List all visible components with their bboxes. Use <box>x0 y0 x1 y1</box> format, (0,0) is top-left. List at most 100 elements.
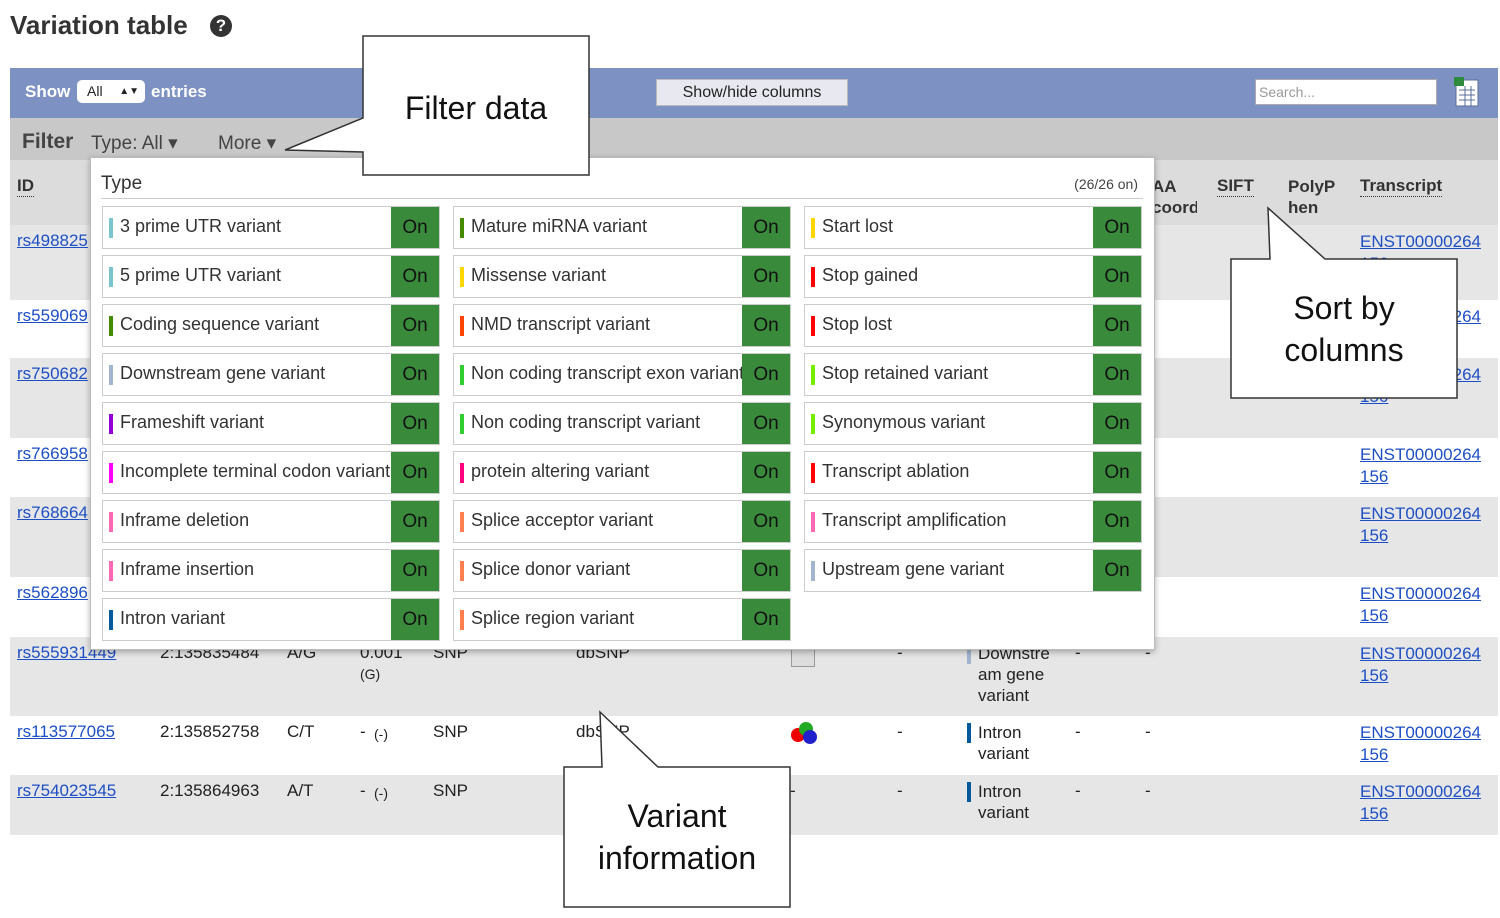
filter-toggle[interactable]: On <box>391 207 439 248</box>
location-cell: 2:135852758 <box>160 722 260 741</box>
transcript-link[interactable]: ENST00000264156 <box>1360 445 1481 486</box>
variant-id-link[interactable]: rs559069 <box>17 306 88 325</box>
filter-color-bar <box>109 463 113 483</box>
variant-id-link[interactable]: rs750682 <box>17 364 88 383</box>
variant-id-link[interactable]: rs498825 <box>17 231 88 250</box>
class-cell: SNP <box>433 781 468 800</box>
filter-item-label: Incomplete terminal codon variant <box>120 461 391 481</box>
excel-icon[interactable] <box>1453 76 1481 108</box>
filter-color-bar <box>109 414 113 434</box>
callout-box <box>284 35 590 176</box>
type-filter[interactable]: Type: All ▾ <box>91 133 178 154</box>
help-icon[interactable]: ? <box>210 15 232 37</box>
filter-item: Non coding transcript exon variant On <box>453 353 791 396</box>
filter-item: Splice donor variant On <box>453 549 791 592</box>
filter-toggle[interactable]: On <box>742 452 790 493</box>
variant-id-link[interactable]: rs768664 <box>17 503 88 522</box>
filter-toggle[interactable]: On <box>391 256 439 297</box>
callout-text: Sort by columns <box>1284 290 1404 368</box>
callout-text: Filter data <box>404 90 548 126</box>
filter-toggle[interactable]: On <box>742 256 790 297</box>
filter-toggle[interactable]: On <box>1093 452 1141 493</box>
filter-toggle[interactable]: On <box>391 550 439 591</box>
transcript-link[interactable]: ENST00000264156 <box>1360 644 1481 685</box>
filter-toggle[interactable]: On <box>1093 354 1141 395</box>
evidence-cell: - <box>790 781 796 800</box>
filter-item-label: Coding sequence variant <box>120 314 320 334</box>
filter-toggle[interactable]: On <box>1093 501 1141 542</box>
filter-color-bar <box>811 512 815 532</box>
filter-toggle[interactable]: On <box>742 403 790 444</box>
transcript-link[interactable]: ENST00000264156 <box>1360 504 1481 545</box>
filter-item: Start lost On <box>804 206 1142 249</box>
filter-item: Missense variant On <box>453 255 791 298</box>
search-input[interactable]: Search... <box>1255 79 1437 105</box>
column-header[interactable]: Transcript <box>1360 176 1443 197</box>
table-row <box>10 716 1498 775</box>
filter-item: 3 prime UTR variant On <box>102 206 440 249</box>
transcript-link[interactable]: ENST00000264156 <box>1360 584 1481 625</box>
transcript-link[interactable]: ENST00000264156 <box>1360 782 1481 823</box>
filter-toggle[interactable]: On <box>391 354 439 395</box>
filter-item: protein altering variant On <box>453 451 791 494</box>
filter-toggle[interactable]: On <box>1093 403 1141 444</box>
filter-toggle[interactable]: On <box>742 305 790 346</box>
filter-color-bar <box>460 267 464 287</box>
popup-title: Type <box>101 173 143 194</box>
filter-item: Upstream gene variant On <box>804 549 1142 592</box>
filter-item-label: Start lost <box>822 216 894 236</box>
filter-toggle[interactable]: On <box>1093 550 1141 591</box>
filter-toggle[interactable]: On <box>391 501 439 542</box>
filter-toggle[interactable]: On <box>391 599 439 640</box>
filter-item: Inframe insertion On <box>102 549 440 592</box>
column-header[interactable]: SIFT <box>1217 176 1254 197</box>
filter-toggle[interactable]: On <box>742 354 790 395</box>
filter-toggle[interactable]: On <box>742 501 790 542</box>
variant-id-link[interactable]: rs754023545 <box>17 781 117 800</box>
filter-item-label: Transcript amplification <box>822 510 1007 530</box>
filter-item: Non coding transcript variant On <box>453 402 791 445</box>
sift-cell: - <box>1075 643 1081 662</box>
transcript-link[interactable]: ENST00000264156 <box>1360 723 1481 764</box>
callout-text: Variant information <box>597 798 757 876</box>
sift-cell: - <box>1075 722 1081 741</box>
columns-button[interactable]: Show/hide columns <box>656 79 848 106</box>
filter-color-bar <box>811 414 815 434</box>
filter-color-bar <box>109 365 113 385</box>
variant-id-link[interactable]: rs766958 <box>17 444 88 463</box>
filter-item-label: Missense variant <box>471 265 607 285</box>
filter-item-label: Inframe deletion <box>120 510 250 530</box>
filter-toggle[interactable]: On <box>391 403 439 444</box>
variant-id-link[interactable]: rs562896 <box>17 583 88 602</box>
filter-color-bar <box>460 414 464 434</box>
filter-toggle[interactable]: On <box>391 452 439 493</box>
filter-item: Splice acceptor variant On <box>453 500 791 543</box>
filter-color-bar <box>811 561 815 581</box>
column-header[interactable]: ID <box>17 176 34 197</box>
filter-item-label: Upstream gene variant <box>822 559 1005 579</box>
filter-toggle[interactable]: On <box>391 305 439 346</box>
variant-id-link[interactable]: rs113577065 <box>17 722 115 741</box>
evidence-icon <box>803 730 817 744</box>
filter-toggle[interactable]: On <box>1093 256 1141 297</box>
entries-select[interactable]: All ▲▼ <box>77 80 145 103</box>
polyphen-cell: - <box>1145 722 1151 741</box>
filter-toggle[interactable]: On <box>742 550 790 591</box>
filter-color-bar <box>460 512 464 532</box>
more-filter-text: More <box>218 133 262 154</box>
type-color-bar <box>967 782 971 802</box>
column-header[interactable]: PolyPhen <box>1288 177 1336 217</box>
filter-toggle[interactable]: On <box>742 599 790 640</box>
filter-item-label: Mature miRNA variant <box>471 216 648 236</box>
popup-divider <box>101 198 1143 199</box>
filter-color-bar <box>460 316 464 336</box>
filter-item: 5 prime UTR variant On <box>102 255 440 298</box>
clinical-cell: - <box>897 722 903 741</box>
filter-toggle[interactable]: On <box>1093 207 1141 248</box>
column-header[interactable]: AA coord <box>1152 177 1197 217</box>
filter-toggle[interactable]: On <box>1093 305 1141 346</box>
filter-toggle[interactable]: On <box>742 207 790 248</box>
more-filter[interactable]: More ▾ <box>218 133 277 154</box>
filter-color-bar <box>460 561 464 581</box>
